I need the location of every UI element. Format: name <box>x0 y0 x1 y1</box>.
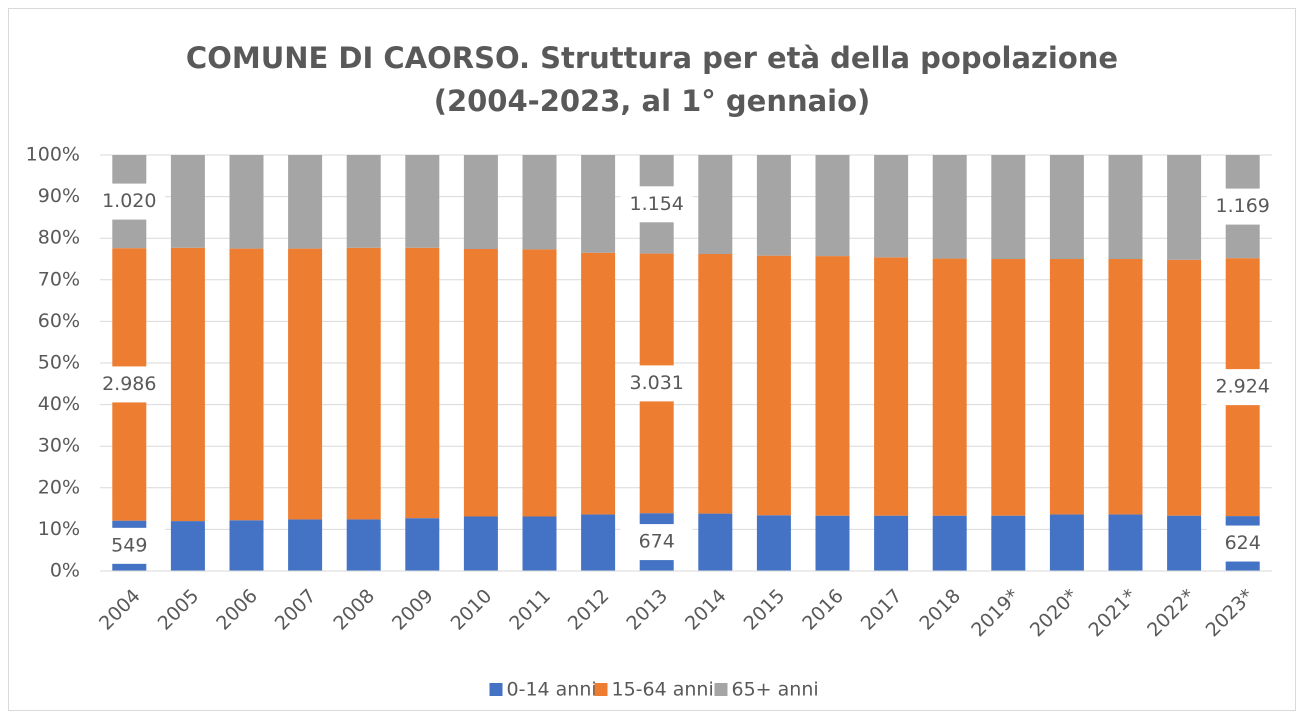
y-tick-label: 0% <box>50 560 80 582</box>
y-tick-label: 90% <box>38 185 80 207</box>
data-label-bg <box>620 186 693 223</box>
data-label-bg <box>1206 525 1279 562</box>
bar-segment <box>1167 259 1202 516</box>
bar-segment <box>170 155 205 248</box>
y-tick-label: 60% <box>38 310 80 332</box>
bar-segment <box>229 520 264 571</box>
bar-segment <box>698 254 733 514</box>
y-tick-label: 10% <box>38 518 80 540</box>
bar-segment <box>346 519 381 571</box>
data-label: 1.169 <box>1215 195 1269 217</box>
bar-segment <box>1049 514 1084 571</box>
data-label-bg <box>1206 369 1279 406</box>
data-label: 1.154 <box>629 193 683 215</box>
bar-segment <box>756 255 791 516</box>
y-tick-label: 20% <box>38 476 80 498</box>
bar-segment <box>1108 259 1143 515</box>
data-label-bg <box>93 183 166 220</box>
bar-segment <box>522 155 557 250</box>
bar-segment <box>581 514 616 571</box>
y-tick-label: 80% <box>38 227 80 249</box>
data-label: 1.020 <box>102 190 156 212</box>
bar-segment <box>522 516 557 571</box>
data-label: 2.986 <box>102 373 156 395</box>
bar-segment <box>1049 259 1084 515</box>
bar-segment <box>932 258 967 516</box>
bar-segment <box>874 515 909 571</box>
bar-segment <box>815 256 850 516</box>
bar-segment <box>288 155 323 249</box>
bar-segment <box>346 155 381 248</box>
data-label-bg <box>620 524 693 561</box>
bar-segment <box>463 155 498 250</box>
chart-title: (2004-2023, al 1° gennaio) <box>434 84 871 118</box>
bar-segment <box>991 259 1026 516</box>
bar-segment <box>463 516 498 571</box>
y-tick-label: 100% <box>26 144 80 166</box>
bar-segment <box>698 155 733 255</box>
legend-swatch <box>714 683 728 696</box>
bar-segment <box>288 519 323 571</box>
data-label-bg <box>620 365 693 402</box>
bar-segment <box>170 247 205 522</box>
bar-segment <box>874 155 909 258</box>
bar-segment <box>581 252 616 515</box>
y-tick-label: 40% <box>38 393 80 415</box>
bar-segment <box>463 249 498 517</box>
legend-swatch <box>489 683 503 696</box>
bar-segment <box>405 247 440 519</box>
legend-label: 0-14 anni <box>507 679 597 701</box>
legend-label: 15-64 anni <box>612 679 714 701</box>
data-label: 3.031 <box>629 372 683 394</box>
data-label: 2.924 <box>1215 376 1269 398</box>
bar-segment <box>932 155 967 259</box>
chart-title: COMUNE DI CAORSO. Struttura per età dell… <box>186 41 1118 75</box>
y-tick-label: 50% <box>38 352 80 374</box>
bar-segment <box>522 249 557 517</box>
bar-segment <box>698 513 733 571</box>
data-label: 624 <box>1225 532 1261 554</box>
data-label-bg <box>93 366 166 403</box>
bar-segment <box>1167 515 1202 571</box>
bar-segment <box>346 247 381 520</box>
bar-segment <box>1108 514 1143 571</box>
bar-segment <box>1167 155 1202 260</box>
bar-segment <box>815 515 850 571</box>
data-label-bg <box>1206 188 1279 225</box>
data-label: 549 <box>111 534 147 556</box>
y-tick-label: 70% <box>38 268 80 290</box>
bar-segment <box>874 257 909 516</box>
bar-segment <box>288 248 323 520</box>
bar-segment <box>991 155 1026 259</box>
bar-segment <box>405 518 440 571</box>
bar-segment <box>756 515 791 571</box>
bar-segment <box>932 515 967 571</box>
bar-segment <box>815 155 850 257</box>
bar-segment <box>581 155 616 253</box>
legend-swatch <box>594 683 608 696</box>
bar-segment <box>229 155 264 249</box>
data-label: 674 <box>639 531 675 553</box>
y-tick-label: 30% <box>38 435 80 457</box>
bar-segment <box>229 248 264 521</box>
bar-segment <box>756 155 791 256</box>
bar-segment <box>1049 155 1084 259</box>
bar-segment <box>991 515 1026 571</box>
data-label-bg <box>93 527 166 564</box>
legend-label: 65+ anni <box>732 679 819 701</box>
bar-segment <box>405 155 440 248</box>
bar-segment <box>1108 155 1143 259</box>
bar-segment <box>170 521 205 571</box>
